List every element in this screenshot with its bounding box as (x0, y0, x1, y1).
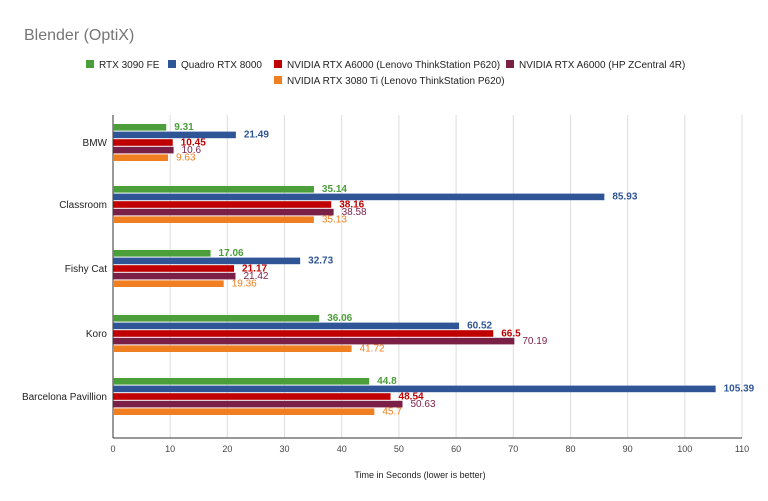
x-tick-label-40: 40 (337, 444, 347, 454)
data-label-barcelona-pavillion-nvidia-rtx-a6000-hp-zcentral-4r: 50.63 (411, 399, 436, 410)
data-label-classroom-rtx-3090-fe: 35.14 (322, 184, 347, 195)
bar-classroom-nvidia-rtx-a6000-lenovo-thinkstation-p620 (113, 201, 332, 208)
legend-swatch-nvidia-rtx-a6000-lenovo-thinkstation-p620 (274, 60, 282, 68)
data-label-fishy-cat-quadro-rtx-8000: 32.73 (308, 256, 333, 267)
bar-barcelona-pavillion-nvidia-rtx-a6000-hp-zcentral-4r (113, 400, 403, 408)
chart-title: Blender (OptiX) (24, 27, 134, 44)
x-tick-label-30: 30 (280, 444, 290, 454)
category-label-koro: Koro (86, 329, 108, 340)
legend-label-nvidia-rtx-a6000-lenovo-thinkstation-p620: NVIDIA RTX A6000 (Lenovo ThinkStation P6… (287, 60, 500, 71)
data-label-bmw-nvidia-rtx-3080-ti-lenovo-thinkstation-p620: 9.63 (176, 153, 196, 164)
data-label-koro-nvidia-rtx-a6000-hp-zcentral-4r: 70.19 (522, 336, 547, 347)
bar-fishy-cat-quadro-rtx-8000 (113, 257, 301, 265)
category-label-classroom: Classroom (59, 200, 107, 211)
x-tick-label-70: 70 (508, 444, 518, 454)
x-axis-title: Time in Seconds (lower is better) (354, 470, 485, 480)
data-label-fishy-cat-rtx-3090-fe: 17.06 (219, 248, 244, 259)
bar-barcelona-pavillion-nvidia-rtx-3080-ti-lenovo-thinkstation-p620 (113, 408, 375, 415)
bar-fishy-cat-rtx-3090-fe (113, 250, 211, 257)
data-label-barcelona-pavillion-rtx-3090-fe: 44.8 (377, 376, 397, 387)
bar-koro-rtx-3090-fe (113, 315, 320, 322)
legend-swatch-quadro-rtx-8000 (168, 60, 176, 68)
x-tick-label-110: 110 (735, 444, 749, 454)
legend-label-nvidia-rtx-a6000-hp-zcentral-4r: NVIDIA RTX A6000 (HP ZCentral 4R) (519, 60, 685, 71)
data-label-bmw-quadro-rtx-8000: 21.49 (244, 130, 269, 141)
bar-koro-nvidia-rtx-a6000-lenovo-thinkstation-p620 (113, 330, 494, 337)
legend-label-nvidia-rtx-3080-ti-lenovo-thinkstation-p620: NVIDIA RTX 3080 Ti (Lenovo ThinkStation … (287, 76, 505, 87)
x-tick-label-50: 50 (394, 444, 404, 454)
bar-classroom-rtx-3090-fe (113, 186, 314, 193)
bar-barcelona-pavillion-rtx-3090-fe (113, 378, 370, 385)
bar-bmw-nvidia-rtx-a6000-hp-zcentral-4r (113, 146, 174, 154)
data-label-bmw-rtx-3090-fe: 9.31 (174, 122, 194, 133)
legend-label-rtx-3090-fe: RTX 3090 FE (99, 60, 160, 71)
x-tick-label-100: 100 (677, 444, 692, 454)
x-tick-label-20: 20 (222, 444, 232, 454)
category-label-fishy-cat: Fishy Cat (65, 264, 107, 275)
data-label-koro-rtx-3090-fe: 36.06 (327, 313, 352, 324)
x-tick-label-90: 90 (623, 444, 633, 454)
data-label-fishy-cat-nvidia-rtx-a6000-hp-zcentral-4r: 21.42 (243, 271, 268, 282)
data-label-koro-nvidia-rtx-a6000-lenovo-thinkstation-p620: 66.5 (501, 328, 521, 339)
category-labels: BMW Classroom Fishy Cat Koro Barcelona Pavil… (22, 138, 108, 403)
data-label-fishy-cat-nvidia-rtx-a6000-lenovo-thinkstation-p620: 21.17 (242, 263, 267, 274)
x-tick-label-10: 10 (165, 444, 175, 454)
bar-fishy-cat-nvidia-rtx-a6000-hp-zcentral-4r (113, 272, 236, 280)
data-label-bmw-nvidia-rtx-a6000-hp-zcentral-4r: 10.6 (182, 145, 202, 156)
legend-swatch-nvidia-rtx-a6000-hp-zcentral-4r (506, 60, 514, 68)
category-label-barcelona-pavillion: Barcelona Pavillion (22, 392, 107, 403)
x-tick-label-80: 80 (565, 444, 575, 454)
data-label-fishy-cat-nvidia-rtx-3080-ti-lenovo-thinkstation-p620: 19.36 (232, 279, 257, 290)
data-label-classroom-nvidia-rtx-a6000-hp-zcentral-4r: 38.58 (342, 207, 367, 218)
data-label-koro-quadro-rtx-8000: 60.52 (467, 321, 492, 332)
bar-bmw-rtx-3090-fe (113, 124, 167, 131)
x-tick-label-60: 60 (451, 444, 461, 454)
data-label-barcelona-pavillion-quadro-rtx-8000: 105.39 (724, 384, 755, 395)
bar-bmw-nvidia-rtx-a6000-lenovo-thinkstation-p620 (113, 139, 173, 146)
bar-fishy-cat-nvidia-rtx-a6000-lenovo-thinkstation-p620 (113, 265, 235, 272)
bar-bmw-nvidia-rtx-3080-ti-lenovo-thinkstation-p620 (113, 154, 169, 161)
bar-koro-nvidia-rtx-a6000-hp-zcentral-4r (113, 337, 515, 345)
x-axis-ticks: 0 10 20 30 40 50 60 70 80 90 100 110 (110, 444, 749, 454)
bar-barcelona-pavillion-quadro-rtx-8000 (113, 385, 716, 393)
data-label-classroom-nvidia-rtx-3080-ti-lenovo-thinkstation-p620: 35.13 (322, 215, 347, 226)
category-label-bmw: BMW (83, 138, 108, 149)
bar-bmw-quadro-rtx-8000 (113, 131, 236, 139)
bar-koro-quadro-rtx-8000 (113, 322, 460, 330)
legend: RTX 3090 FE Quadro RTX 8000 NVIDIA RTX A60… (86, 60, 685, 87)
bar-classroom-nvidia-rtx-3080-ti-lenovo-thinkstation-p620 (113, 216, 314, 223)
data-label-barcelona-pavillion-nvidia-rtx-3080-ti-lenovo-thinkstation-p620: 45.7 (382, 407, 402, 418)
x-tick-label-0: 0 (110, 444, 115, 454)
bar-barcelona-pavillion-nvidia-rtx-a6000-lenovo-thinkstation-p620 (113, 393, 391, 400)
legend-label-quadro-rtx-8000: Quadro RTX 8000 (181, 60, 262, 71)
data-label-classroom-nvidia-rtx-a6000-lenovo-thinkstation-p620: 38.16 (339, 199, 364, 210)
legend-swatch-rtx-3090-fe (86, 60, 94, 68)
data-label-classroom-quadro-rtx-8000: 85.93 (612, 192, 637, 203)
data-label-koro-nvidia-rtx-3080-ti-lenovo-thinkstation-p620: 41.72 (360, 344, 385, 355)
bar-classroom-nvidia-rtx-a6000-hp-zcentral-4r (113, 208, 334, 216)
data-label-bmw-nvidia-rtx-a6000-lenovo-thinkstation-p620: 10.45 (181, 137, 206, 148)
bar-koro-nvidia-rtx-3080-ti-lenovo-thinkstation-p620 (113, 345, 352, 352)
bar-classroom-quadro-rtx-8000 (113, 193, 605, 201)
legend-swatch-nvidia-rtx-3080-ti-lenovo-thinkstation-p620 (274, 76, 282, 84)
data-label-barcelona-pavillion-nvidia-rtx-a6000-lenovo-thinkstation-p620: 48.54 (399, 391, 424, 402)
bar-fishy-cat-nvidia-rtx-3080-ti-lenovo-thinkstation-p620 (113, 280, 224, 287)
